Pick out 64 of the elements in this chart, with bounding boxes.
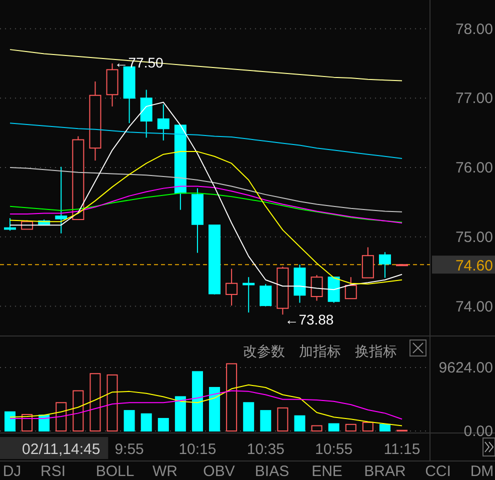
bar bbox=[294, 415, 306, 432]
candlestick bbox=[378, 252, 391, 278]
text: CCI bbox=[425, 463, 451, 480]
annotation: 改参数 bbox=[243, 343, 285, 359]
x-tick-label: 10:55 bbox=[315, 441, 353, 458]
text: BRAR bbox=[364, 463, 406, 480]
ref-line-label: 74.60 bbox=[455, 258, 493, 275]
bar bbox=[158, 418, 169, 432]
text: DJ bbox=[2, 463, 22, 480]
bar bbox=[4, 411, 16, 432]
y-tick-label: 78.00 bbox=[455, 20, 493, 38]
line-series bbox=[10, 167, 402, 212]
bar bbox=[209, 386, 220, 432]
annotation: 加指标 bbox=[299, 343, 341, 359]
bar bbox=[226, 363, 238, 432]
line-series bbox=[10, 122, 402, 159]
line-series bbox=[10, 49, 402, 82]
bar bbox=[260, 410, 272, 432]
candlestick bbox=[226, 268, 238, 306]
text: OBV bbox=[203, 463, 235, 480]
candlestick bbox=[89, 80, 102, 162]
bar bbox=[379, 424, 390, 432]
bar bbox=[362, 422, 374, 432]
y-tick-label: 0.00 bbox=[464, 423, 493, 440]
x-tick-label: 10:15 bbox=[178, 441, 216, 458]
bar bbox=[124, 410, 135, 432]
bar bbox=[277, 407, 288, 432]
bar bbox=[90, 373, 101, 432]
bar bbox=[192, 371, 203, 432]
y-tick-label: 75.00 bbox=[455, 228, 493, 246]
text: DM bbox=[470, 463, 494, 480]
candlestick bbox=[157, 104, 170, 141]
y-tick-label: 74.00 bbox=[455, 298, 493, 316]
bar bbox=[140, 413, 152, 432]
annotation: 换指标 bbox=[355, 343, 397, 359]
x-tick-label: 10:35 bbox=[246, 441, 284, 458]
text: ENE bbox=[312, 463, 342, 480]
y-tick-label: 9624.00 bbox=[438, 360, 493, 377]
bar bbox=[38, 414, 50, 432]
annotation: ←73.88 bbox=[284, 312, 334, 328]
line-series bbox=[10, 186, 402, 224]
bar bbox=[56, 402, 67, 432]
x-tick-label: 11:15 bbox=[384, 441, 420, 458]
text: RSI bbox=[40, 463, 66, 480]
x-tick-label: 9:55 bbox=[114, 441, 144, 458]
candlestick bbox=[140, 89, 152, 138]
bar bbox=[243, 402, 254, 432]
bar bbox=[328, 423, 340, 432]
bar bbox=[311, 425, 322, 432]
text: BOLL bbox=[96, 463, 134, 480]
line-series bbox=[10, 390, 402, 420]
y-tick-label: 77.00 bbox=[455, 90, 493, 108]
candlestick bbox=[55, 166, 68, 234]
line-series bbox=[10, 192, 402, 223]
line-series bbox=[10, 151, 402, 285]
text: BIAS bbox=[254, 463, 290, 480]
bar bbox=[345, 424, 356, 432]
bar bbox=[72, 390, 84, 432]
x-tick-label: 02/11,14:45 bbox=[22, 441, 100, 458]
y-tick-label: 76.00 bbox=[455, 160, 493, 176]
bar bbox=[106, 374, 118, 432]
bar bbox=[174, 396, 186, 432]
text: WR bbox=[152, 463, 178, 480]
line-series bbox=[10, 384, 402, 426]
